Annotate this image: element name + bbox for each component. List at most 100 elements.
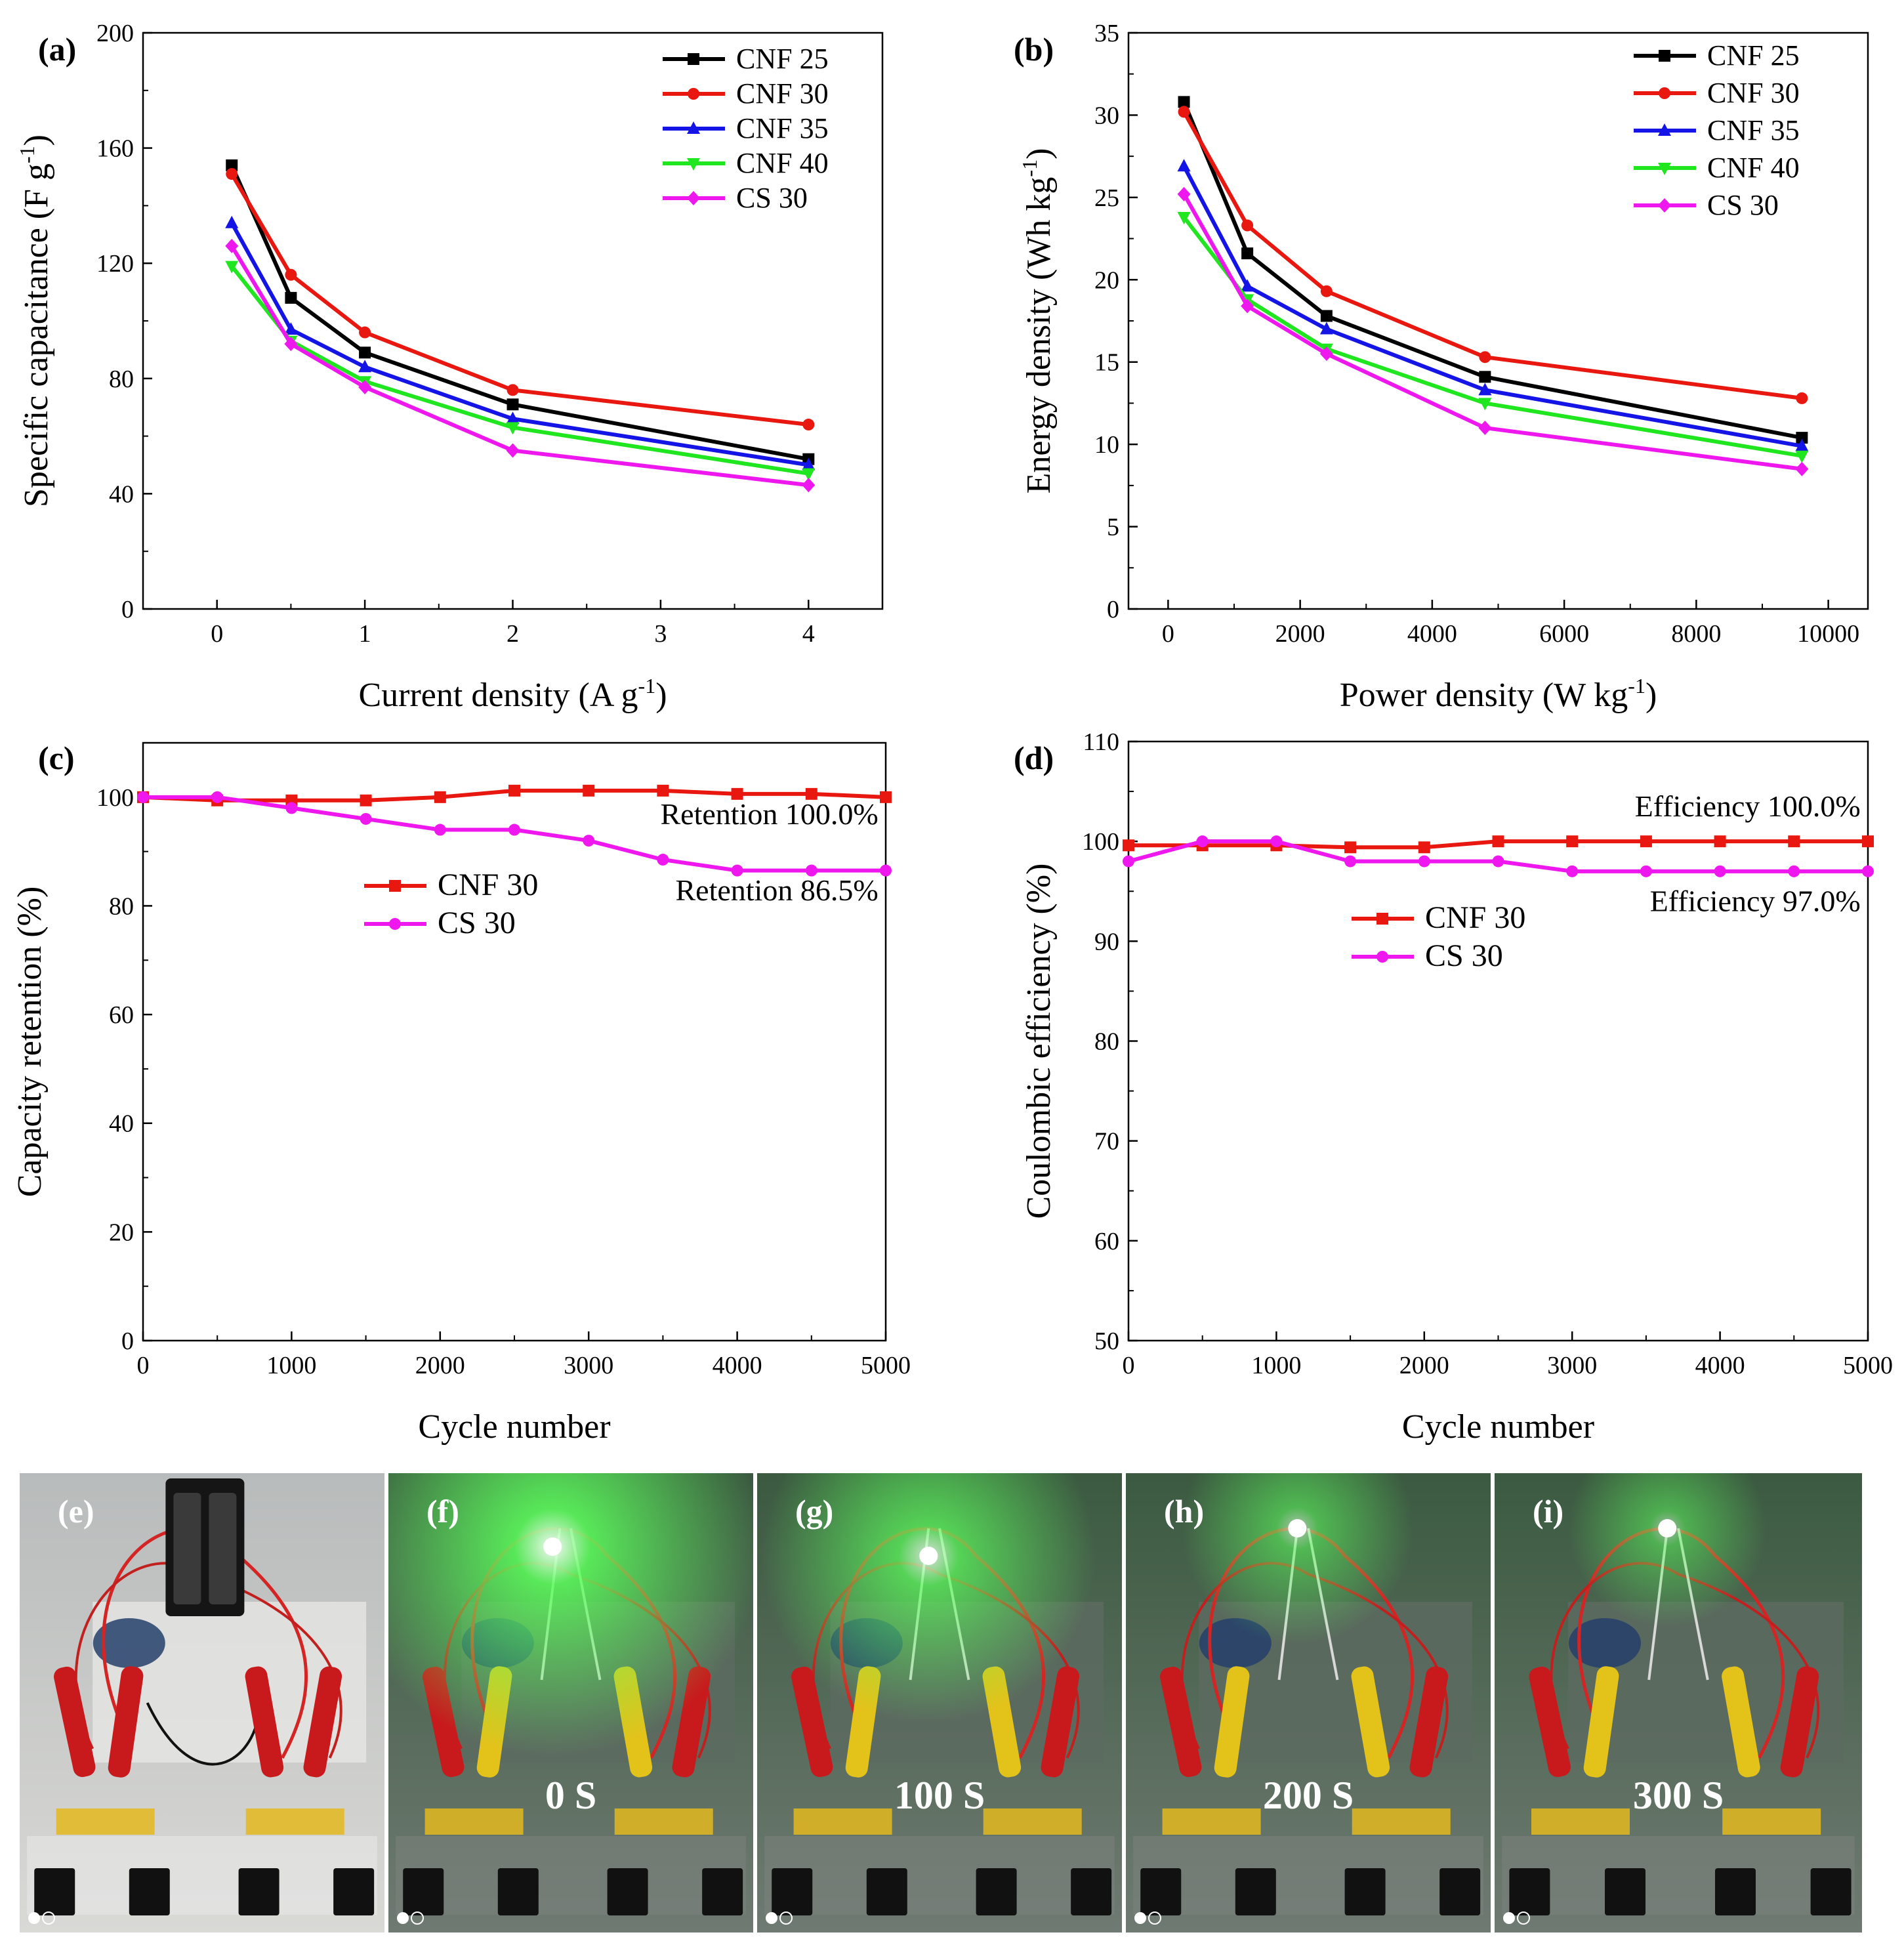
y-axis-ticks: 0 40 80 120 160 200 xyxy=(96,20,152,623)
binder-clip-icon xyxy=(772,1868,813,1915)
time-caption: 0 S xyxy=(545,1774,596,1817)
binder-clip-icon xyxy=(238,1868,279,1915)
data-point-cnf-30 xyxy=(583,784,595,797)
data-point-cnf-40 xyxy=(1795,450,1809,463)
watermark-dot xyxy=(28,1912,40,1924)
data-point-cnf-30 xyxy=(1566,835,1579,848)
data-point-cnf-30 xyxy=(359,326,371,339)
y-tick-label: 40 xyxy=(109,480,134,508)
x-axis-ticks: 0 2000 4000 6000 8000 10000 xyxy=(1162,600,1859,648)
data-point-cs-30 xyxy=(1270,835,1283,848)
binder-clip-icon xyxy=(34,1868,75,1915)
data-point-cnf-35 xyxy=(284,322,298,335)
y-tick-label: 25 xyxy=(1094,184,1119,212)
led-icon xyxy=(543,1537,562,1556)
photo-canvas: (e) xyxy=(20,1473,384,1933)
legend-label: CNF 35 xyxy=(1707,114,1800,146)
data-point-cnf-35 xyxy=(506,411,520,425)
data-point-cs-30 xyxy=(1566,865,1579,877)
binder-clip-icon xyxy=(403,1868,444,1915)
y-axis-ticks: 50 60 70 80 90 100 110 xyxy=(1082,728,1138,1355)
photo-canvas: (f) 0 S xyxy=(388,1473,753,1933)
data-point-cnf-30 xyxy=(285,268,297,281)
panel-label: (a) xyxy=(38,31,76,68)
data-point-cnf-35 xyxy=(1177,159,1191,172)
photo-panel-h: (h) 200 S xyxy=(1126,1473,1491,1933)
legend-marker-cnf-30 xyxy=(1376,913,1388,925)
legend-label: CS 30 xyxy=(1707,189,1779,221)
data-point-cs-30 xyxy=(1344,855,1357,867)
data-point-cnf-30 xyxy=(1418,841,1430,854)
binder-clip-icon xyxy=(1140,1868,1182,1915)
data-point-cnf-30 xyxy=(1714,835,1726,848)
legend-label: CNF 25 xyxy=(736,43,829,75)
photo-panel-label: (e) xyxy=(58,1493,94,1530)
data-point-cs-30 xyxy=(1319,346,1333,362)
led-icon xyxy=(1288,1519,1307,1537)
legend-label: CNF 30 xyxy=(1425,900,1525,935)
alligator-clip-icon xyxy=(1041,1666,1080,1778)
data-point-cs-30 xyxy=(1196,835,1209,848)
legend-marker-cnf-35 xyxy=(687,121,700,134)
legend-label: CNF 30 xyxy=(1707,77,1800,109)
data-point-cs-30 xyxy=(731,864,743,877)
y-tick-label: 70 xyxy=(1094,1128,1119,1156)
alligator-clip-icon xyxy=(1780,1666,1819,1778)
data-point-cnf-25 xyxy=(1241,247,1254,260)
data-point-cnf-40 xyxy=(1177,211,1191,224)
data-point-cs-30 xyxy=(506,443,520,458)
watermark-dot xyxy=(411,1912,424,1925)
x-tick-label: 1000 xyxy=(1251,1352,1301,1379)
supercapacitor-cells xyxy=(764,1836,1115,1915)
time-caption: 100 S xyxy=(894,1774,985,1817)
binder-clip-icon xyxy=(1715,1868,1756,1915)
y-tick-label: 80 xyxy=(109,366,134,393)
data-point-cs-30 xyxy=(1795,461,1809,476)
led-glow xyxy=(761,1473,1096,1723)
alligator-clip-icon xyxy=(791,1666,833,1778)
data-point-cnf-35 xyxy=(802,457,816,470)
x-axis-label-sup: -1 xyxy=(1628,674,1645,698)
led-icon xyxy=(919,1547,938,1565)
x-axis-ticks: 0 1 2 3 4 xyxy=(211,600,815,648)
x-tick-label: 3 xyxy=(654,620,667,648)
x-tick-label: 3000 xyxy=(1547,1352,1597,1379)
x-axis-label-sup: -1 xyxy=(638,674,656,698)
legend-label: CNF 30 xyxy=(736,77,829,110)
legend-marker-cs-30 xyxy=(687,191,700,205)
watermark-dot xyxy=(779,1912,793,1925)
y-tick-label: 0 xyxy=(121,596,134,623)
data-point-cnf-30 xyxy=(1492,835,1504,848)
time-caption: 200 S xyxy=(1263,1774,1354,1817)
data-point-cnf-30 xyxy=(1241,219,1254,232)
x-tick-label: 1 xyxy=(359,620,371,648)
legend-label: CNF 35 xyxy=(736,112,829,144)
data-point-cnf-30 xyxy=(1788,835,1800,848)
chart-d: 0 1000 2000 3000 4000 5000 50 60 70 80 90 100 110 (d)… xyxy=(1014,728,1893,1446)
data-point-cs-30 xyxy=(284,337,298,352)
legend-label: CS 30 xyxy=(736,182,808,214)
x-axis-label-end: ) xyxy=(655,677,667,714)
x-axis-label: Power density (W kg-1) xyxy=(1340,674,1657,714)
y-axis-label-sup: -1 xyxy=(15,146,39,163)
data-point-cnf-35 xyxy=(358,360,372,373)
data-point-cs-30 xyxy=(1418,855,1430,867)
legend-label: CNF 30 xyxy=(438,867,538,902)
binder-clip-icon xyxy=(702,1868,743,1915)
data-point-cnf-30 xyxy=(657,784,669,797)
binder-clip-icon xyxy=(497,1868,539,1915)
watermark-dot xyxy=(766,1912,777,1924)
university-logo-icon xyxy=(93,1618,165,1668)
data-point-cnf-25 xyxy=(1479,371,1491,383)
x-axis-label-end: ) xyxy=(1645,677,1657,714)
y-tick-label: 5 xyxy=(1107,514,1119,541)
data-point-cnf-40 xyxy=(802,468,816,481)
data-point-cnf-30 xyxy=(880,791,892,803)
watermark-dot xyxy=(1503,1912,1515,1924)
x-tick-label: 8000 xyxy=(1671,620,1721,648)
y-tick-label: 200 xyxy=(96,20,134,47)
legend: CNF 25 CNF 30 CNF 35 CNF 40 CS 30 xyxy=(1634,39,1800,221)
photo-canvas: (i) 300 S xyxy=(1495,1473,1862,1933)
